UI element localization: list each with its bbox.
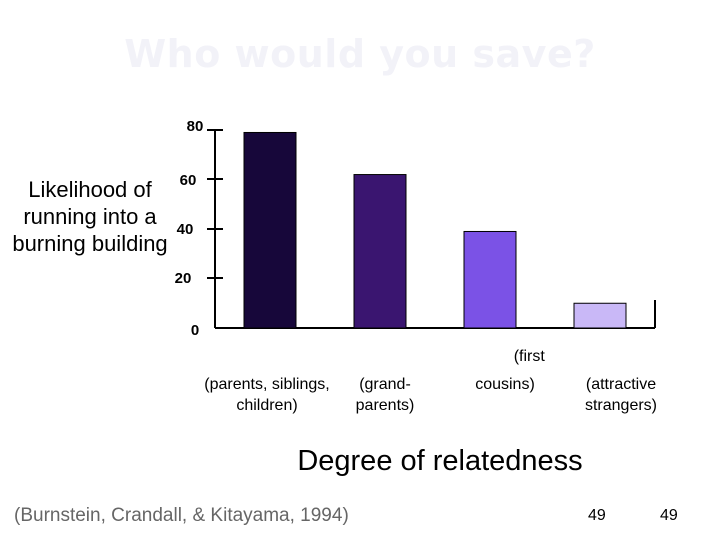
y-axis-label: Likelihood of running into a burning bui…: [12, 177, 168, 256]
bar-0: [243, 131, 297, 329]
category-main-0: .5: [257, 344, 275, 366]
y-tick-label-0: 0: [190, 322, 200, 339]
bar-3: [573, 302, 627, 329]
category-main-1: .25: [366, 344, 394, 366]
bar-1: [353, 174, 407, 329]
page-number-right: 49: [660, 507, 678, 524]
category-sub-1: (grand-parents): [355, 376, 415, 414]
category-inline-2: (first: [513, 348, 545, 365]
category-label-3: None: [566, 344, 686, 367]
y-tick-label-20: 20: [174, 270, 192, 287]
category-label-1: .25: [320, 344, 440, 367]
category-main-2: .125: [469, 344, 509, 366]
citation: (Burnstein, Crandall, & Kitayama, 1994): [14, 505, 349, 526]
category-sub-0: (parents, siblings, children): [204, 376, 330, 414]
category-sub-2: cousins): [475, 376, 535, 393]
category-label-0: .5: [206, 344, 326, 367]
category-label-2: .125 (first: [452, 344, 562, 367]
y-tick-label-60: 60: [179, 172, 197, 189]
y-tick-label-80: 80: [186, 118, 204, 135]
y-tick-label-40: 40: [176, 221, 194, 238]
category-main-3: None: [602, 344, 650, 366]
slide-title: Who would you save?: [124, 32, 596, 76]
category-sub-3: (attractive strangers): [584, 376, 658, 414]
page-number-left: 49: [588, 507, 606, 524]
bars-group: [243, 131, 627, 329]
bar-2: [463, 230, 517, 329]
x-axis-label: Degree of relatedness: [297, 445, 583, 477]
